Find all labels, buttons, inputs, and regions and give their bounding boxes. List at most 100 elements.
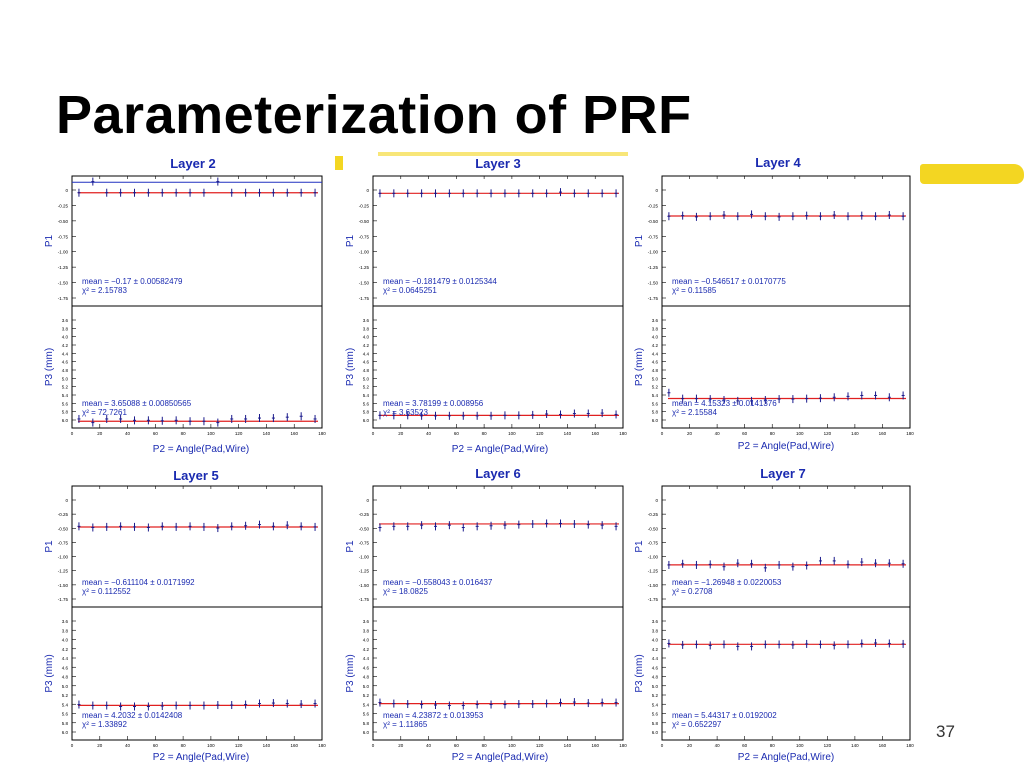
data-point [572, 189, 576, 198]
x-tick-label: 80 [482, 431, 488, 436]
y-tick-label: -1.25 [648, 569, 659, 574]
data-point [434, 411, 437, 420]
data-point [160, 188, 164, 197]
data-point [285, 699, 289, 708]
data-point [545, 519, 549, 528]
data-point [119, 414, 123, 423]
y-tick-label: 4.4 [652, 351, 659, 356]
layer-5-panel: Layer 5 0 -0.25 -0.50 -0.75 -1.00 -1.25 -1.50 -1… [44, 468, 326, 763]
data-point [258, 188, 261, 197]
y-tick-label: 6.0 [363, 418, 370, 423]
y-tick-label: 5.4 [652, 702, 659, 707]
top-subplot: 0 -0.25 -0.50 -0.75 -1.00 -1.25 -1.50 -1.75 P1 me… [44, 175, 323, 307]
y-axis-label: P3 (mm) [44, 654, 55, 692]
data-point [694, 212, 698, 221]
x-tick-label: 180 [619, 431, 627, 436]
y-tick-label: 5.2 [652, 385, 659, 390]
data-point [559, 188, 562, 197]
y-tick-label: -0.50 [359, 526, 370, 531]
data-point [531, 189, 535, 198]
data-point [791, 395, 795, 404]
y-axis-label: P1 [44, 234, 55, 247]
y-tick-label: 5.0 [363, 684, 370, 689]
x-tick-label: 160 [290, 431, 298, 436]
data-point [874, 212, 878, 221]
data-point [736, 212, 740, 221]
data-point [887, 211, 891, 219]
x-tick-label: 120 [824, 431, 832, 436]
data-point [736, 396, 740, 405]
x-tick-label: 120 [536, 743, 544, 748]
data-point [230, 522, 234, 531]
y-tick-label: 5.6 [652, 712, 659, 717]
data-point [406, 189, 410, 198]
bottom-subplot: 3.6 3.8 4.0 4.2 4.4 4.6 4.8 5.0 5.2 5.4 5.6 5.8 6.0 P… [634, 305, 911, 429]
x-tick-label: 20 [398, 743, 404, 748]
y-tick-label: -1.00 [648, 555, 659, 560]
y-tick-label: 5.2 [62, 385, 69, 390]
y-tick-label: 4.6 [363, 360, 370, 365]
top-subplot: 0 -0.25 -0.50 -0.75 -1.00 -1.25 -1.50 -1.75 P1 me… [345, 175, 624, 307]
data-point [216, 701, 220, 710]
data-point [531, 520, 535, 529]
data-point [805, 639, 809, 648]
y-axis-label: P1 [634, 540, 645, 553]
data-point [146, 416, 150, 425]
data-point [146, 702, 150, 711]
data-point [681, 394, 685, 403]
x-axis-label: P2 = Angle(Pad,Wire) [452, 752, 548, 763]
data-point [777, 560, 781, 569]
data-point [681, 640, 685, 649]
y-tick-label: 3.6 [62, 619, 69, 624]
data-point [188, 188, 192, 197]
fit-stats-text: χ² = 0.652297 [672, 720, 722, 729]
fit-stats-text: χ² = 0.2708 [672, 587, 713, 596]
y-tick-label: 5.0 [62, 376, 69, 381]
data-point [378, 411, 382, 420]
data-point [887, 393, 891, 402]
data-point [271, 699, 275, 708]
data-point [216, 177, 220, 186]
data-point [285, 521, 289, 530]
x-tick-label: 140 [851, 431, 859, 436]
data-point [461, 701, 465, 710]
fit-stats-text: mean = −0.558043 ± 0.016437 [383, 578, 493, 587]
y-tick-label: 3.8 [652, 628, 659, 633]
data-point [420, 700, 424, 709]
highlight-stroke-mid [378, 152, 628, 156]
data-point [420, 521, 424, 530]
data-point [777, 395, 781, 404]
data-point [818, 394, 822, 403]
data-point [146, 523, 150, 532]
y-tick-label: 4.4 [652, 656, 659, 661]
x-axis-label: P2 = Angle(Pad,Wire) [452, 444, 548, 455]
data-point [378, 698, 382, 707]
x-axis-label: P2 = Angle(Pad,Wire) [153, 752, 249, 763]
y-tick-label: 5.2 [363, 693, 370, 698]
y-tick-label: -1.50 [648, 281, 659, 286]
y-tick-label: -0.75 [359, 234, 370, 239]
data-point [503, 700, 507, 709]
y-tick-label: -0.50 [359, 219, 370, 224]
data-point [600, 698, 604, 707]
data-point [531, 700, 535, 709]
data-point [105, 414, 109, 423]
data-point [708, 395, 712, 404]
data-point [271, 414, 275, 423]
x-tick-label: 160 [290, 743, 298, 748]
x-tick-label: 40 [125, 431, 131, 436]
data-point [420, 189, 424, 198]
data-point [392, 189, 396, 198]
y-tick-label: 4.2 [652, 343, 659, 348]
data-point [614, 698, 618, 707]
data-point [722, 211, 726, 219]
x-tick-label: 100 [796, 743, 804, 748]
data-point [447, 521, 451, 530]
x-tick-label: 40 [426, 431, 432, 436]
data-point [832, 211, 836, 219]
data-point [174, 701, 178, 710]
y-tick-label: 5.6 [363, 401, 370, 406]
x-tick-label: 60 [454, 743, 460, 748]
y-tick-label: 5.4 [62, 393, 69, 398]
x-tick-label: 140 [851, 743, 859, 748]
